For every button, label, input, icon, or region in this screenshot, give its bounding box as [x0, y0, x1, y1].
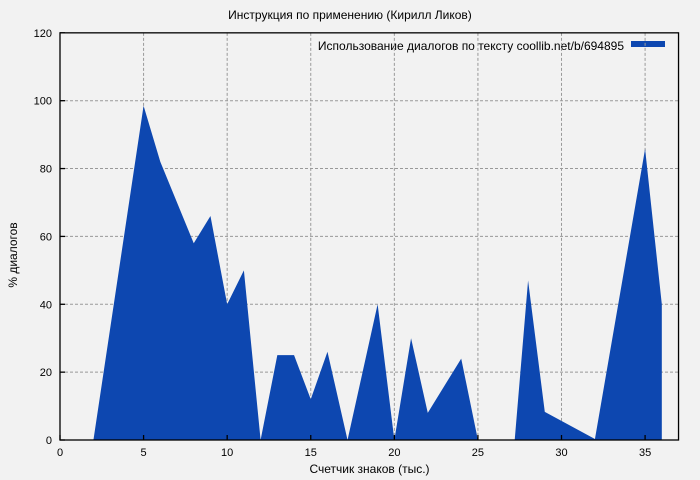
svg-text:80: 80 — [40, 164, 52, 176]
svg-text:40: 40 — [40, 299, 52, 311]
svg-text:25: 25 — [472, 447, 484, 459]
svg-text:20: 20 — [388, 447, 400, 459]
svg-text:30: 30 — [555, 447, 567, 459]
svg-text:0: 0 — [46, 435, 52, 447]
svg-text:5: 5 — [141, 447, 147, 459]
svg-text:20: 20 — [40, 367, 52, 379]
svg-text:15: 15 — [305, 447, 317, 459]
svg-text:10: 10 — [221, 447, 233, 459]
svg-text:35: 35 — [639, 447, 651, 459]
svg-text:60: 60 — [40, 231, 52, 243]
svg-text:0: 0 — [57, 447, 63, 459]
svg-text:100: 100 — [34, 96, 52, 108]
svg-text:120: 120 — [34, 28, 52, 40]
